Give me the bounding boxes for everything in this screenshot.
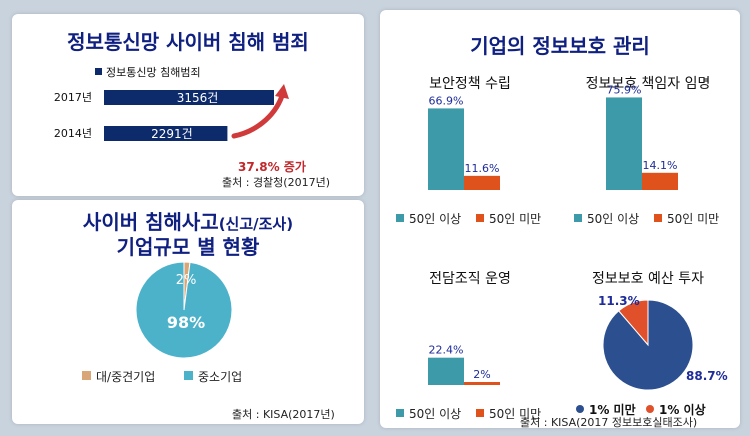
mini-legend-swatch — [654, 214, 662, 222]
mini-chart-title: 전담조직 운영 — [429, 271, 511, 287]
mini-legend-label: 50인 미만 — [667, 212, 719, 226]
pie-value-small: 11.3% — [598, 294, 640, 308]
mini-chart: 전담조직 운영 22.4% 2% 50인 이상 50인 미만 — [396, 271, 541, 421]
legend-label: 정보통신망 침해범죄 — [106, 65, 201, 79]
crime-bar — [104, 126, 228, 141]
mini-bar-value: 22.4% — [429, 344, 464, 357]
pie-value-large: 88.7% — [686, 369, 728, 383]
left-bottom-panel: 사이버 침해사고(신고/조사) 기업규모 별 현황 2% 98% 대/중견기업 중소… — [12, 200, 364, 424]
pie-legend-dot — [576, 405, 584, 413]
pie-slice-under-1pct — [602, 299, 694, 391]
mini-chart-title: 정보보호 책임자 임명 — [586, 76, 711, 92]
crime-bar — [104, 90, 274, 105]
incident-title-line2: 기업규모 별 현황 — [116, 235, 260, 259]
mini-bar — [642, 172, 678, 190]
pie-label-large: 98% — [167, 313, 205, 332]
mini-bar — [606, 97, 642, 190]
incident-title-line1: 사이버 침해사고(신고/조사) — [12, 206, 364, 235]
mini-chart: 정보보호 예산 투자 88.7% 11.3% 1% 미만 1% 이상 — [576, 271, 728, 417]
company-size-pie: 2% 98% 대/중견기업 중소기업 — [82, 261, 242, 384]
mini-bar-value: 66.9% — [429, 94, 464, 107]
cybercrime-source: 출처 : 경찰청(2017년) — [222, 176, 330, 189]
pie-legend-label: 중소기업 — [198, 370, 242, 384]
growth-label: 37.8% 증가 — [238, 159, 306, 174]
bar-category-label: 2017년 — [54, 91, 92, 104]
pie-legend-label: 대/중견기업 — [96, 370, 155, 384]
legend-swatch — [95, 68, 102, 75]
mini-legend-label: 50인 미만 — [489, 212, 541, 226]
mini-bar-value: 11.6% — [465, 162, 500, 175]
pie-legend-dot — [646, 405, 654, 413]
pie-legend-swatch — [184, 371, 193, 380]
cybercrime-title: 정보통신망 사이버 침해 범죄 — [67, 30, 309, 54]
bar-value-label: 3156건 — [177, 91, 219, 105]
mini-legend-swatch — [574, 214, 582, 222]
mini-legend-label: 50인 미만 — [489, 407, 541, 421]
growth-arrow-head — [275, 84, 289, 99]
mini-bar — [428, 357, 464, 385]
cybercrime-bar-chart: 정보통신망 침해범죄 2017년 3156건 2014년 2291건 37.8% 증가 — [54, 65, 306, 174]
mini-chart-title: 정보보호 예산 투자 — [592, 271, 704, 287]
mini-legend-label: 50인 이상 — [587, 212, 639, 226]
mini-bar — [464, 175, 500, 190]
mini-legend-label: 50인 이상 — [409, 212, 461, 226]
mini-bar — [428, 108, 464, 190]
pie-slice-small-company — [135, 261, 233, 359]
mini-bar — [464, 382, 500, 385]
mini-bar-value: 2% — [473, 368, 490, 381]
management-source: 출처 : KISA(2017 정보보호실태조사) — [520, 416, 698, 429]
mini-legend-label: 50인 이상 — [409, 407, 461, 421]
pie-label-small: 2% — [176, 273, 197, 288]
bar-category-label: 2014년 — [54, 127, 92, 140]
mini-legend-swatch — [396, 214, 404, 222]
pie-legend-swatch — [82, 371, 91, 380]
incident-source: 출처 : KISA(2017년) — [232, 408, 335, 421]
mini-bar-value: 75.9% — [607, 83, 642, 96]
incident-title-paren: (신고/조사) — [218, 215, 294, 233]
left-top-panel: 정보통신망 사이버 침해 범죄 정보통신망 침해범죄 2017년 3156건 201… — [12, 14, 364, 196]
right-panel: 기업의 정보보호 관리 보안정책 수립 66.9% 11.6% 50인 이상 50인 미… — [380, 10, 740, 429]
mini-chart: 보안정책 수립 66.9% 11.6% 50인 이상 50인 미만 — [396, 76, 541, 226]
growth-arrow — [231, 93, 285, 139]
mini-legend-swatch — [396, 409, 404, 417]
pie-legend-label: 1% 이상 — [659, 402, 706, 417]
mini-legend-swatch — [476, 409, 484, 417]
incident-title-main: 사이버 침해사고 — [82, 210, 219, 234]
mini-legend-swatch — [476, 214, 484, 222]
bar-value-label: 2291건 — [151, 127, 193, 141]
pie-legend-label: 1% 미만 — [589, 402, 636, 417]
mini-chart-title: 보안정책 수립 — [429, 76, 511, 92]
management-title: 기업의 정보보호 관리 — [470, 34, 650, 58]
mini-bar-value: 14.1% — [643, 159, 678, 172]
